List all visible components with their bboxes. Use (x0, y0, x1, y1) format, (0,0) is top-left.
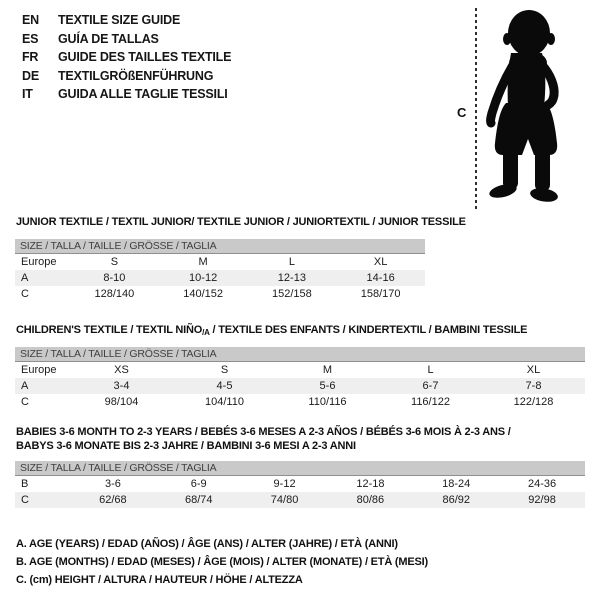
language-label: TEXTILGRÖßENFÜHRUNG (58, 68, 214, 83)
language-title-list: EN TEXTILE SIZE GUIDE ES GUÍA DE TALLAS … (22, 11, 231, 104)
table-cell: 98/104 (104, 396, 139, 408)
language-row: EN TEXTILE SIZE GUIDE (22, 11, 231, 30)
table-cell: 74/80 (270, 494, 299, 506)
section-title-junior: JUNIOR TEXTILE / TEXTIL JUNIOR/ TEXTILE … (16, 216, 466, 228)
table-cell: 7-8 (525, 380, 542, 392)
table-row: A 8-10 10-12 12-13 14-16 (15, 270, 425, 286)
table-cell: 6-9 (190, 478, 207, 490)
table-cell: 24-36 (527, 478, 557, 490)
legend-line-c: C. (cm) HEIGHT / ALTURA / HAUTEUR / HÖHE… (16, 574, 303, 586)
table-cell: 86/92 (442, 494, 470, 506)
table-cell: 4-5 (216, 380, 233, 392)
table-cell: 3-6 (104, 478, 121, 490)
table-row: Europe XS S M L XL (15, 362, 585, 378)
table-cell: 14-16 (366, 272, 395, 284)
table-cell: 5-6 (319, 380, 336, 392)
table-cell: 80/86 (356, 494, 385, 506)
table-cell: 140/152 (183, 288, 223, 300)
language-code: ES (22, 31, 39, 46)
language-label: TEXTILE SIZE GUIDE (58, 13, 181, 27)
junior-size-table: SIZE / TALLA / TAILLE / GRÖSSE / TAGLIA … (15, 239, 425, 302)
measurement-legend: A. AGE (YEARS) / EDAD (AÑOS) / ÂGE (ANS)… (16, 535, 428, 589)
table-cell: S (110, 256, 119, 268)
language-code: DE (22, 68, 39, 83)
table-cell: XL (526, 364, 541, 376)
table-cell: 116/122 (411, 396, 450, 408)
babies-size-table: SIZE / TALLA / TAILLE / GRÖSSE / TAGLIA … (15, 461, 585, 508)
table-cell: 12-18 (356, 478, 385, 490)
language-row: DE TEXTILGRÖßENFÜHRUNG (22, 67, 231, 86)
row-label: A (21, 272, 29, 284)
language-row: ES GUÍA DE TALLAS (22, 30, 231, 49)
language-code: EN (22, 13, 39, 27)
table-row: A 3-4 4-5 5-6 6-7 7-8 (15, 378, 585, 394)
row-label: A (21, 380, 29, 392)
table-cell: 92/98 (528, 494, 556, 506)
table-cell: 152/158 (271, 288, 312, 300)
table-header-bar: SIZE / TALLA / TAILLE / GRÖSSE / TAGLIA (15, 347, 585, 362)
section-title-text: CHILDREN'S TEXTILE / TEXTIL NIÑO (16, 324, 203, 336)
table-cell: 18-24 (442, 478, 471, 490)
height-measure-label: C (457, 105, 467, 120)
language-row: FR GUIDE DES TAILLES TEXTILE (22, 48, 231, 67)
children-size-table: SIZE / TALLA / TAILLE / GRÖSSE / TAGLIA … (15, 347, 585, 410)
table-row: C 62/68 68/74 74/80 80/86 86/92 92/98 (15, 492, 585, 508)
table-cell: L (288, 256, 295, 268)
table-header-bar: SIZE / TALLA / TAILLE / GRÖSSE / TAGLIA (15, 461, 585, 476)
legend-line-a: A. AGE (YEARS) / EDAD (AÑOS) / ÂGE (ANS)… (16, 538, 398, 550)
language-label: GUIDE DES TAILLES TEXTILE (58, 50, 232, 64)
table-cell: 110/116 (308, 396, 347, 408)
table-cell: 9-12 (273, 478, 296, 490)
table-cell: 68/74 (184, 494, 213, 506)
table-cell: M (198, 256, 208, 268)
row-label: Europe (21, 256, 57, 268)
section-title-babies: BABIES 3-6 MONTH TO 2-3 YEARS / BEBÉS 3-… (16, 426, 511, 452)
row-label: C (21, 288, 29, 300)
table-cell: 104/110 (205, 396, 244, 408)
section-title-children: CHILDREN'S TEXTILE / TEXTIL NIÑO/A / TEX… (16, 323, 528, 340)
section-title-subscript: /A (202, 328, 210, 337)
table-cell: 8-10 (103, 272, 126, 284)
table-cell: 10-12 (189, 272, 218, 284)
language-code: FR (22, 50, 39, 64)
language-label: GUÍA DE TALLAS (58, 31, 159, 46)
table-row: B 3-6 6-9 9-12 12-18 18-24 24-36 (15, 476, 585, 492)
table-cell: 122/128 (513, 396, 554, 408)
table-cell: XL (373, 256, 388, 268)
row-label: C (21, 396, 29, 408)
table-cell: L (427, 364, 434, 376)
table-cell: 3-4 (113, 380, 130, 392)
language-row: IT GUIDA ALLE TAGLIE TESSILI (22, 85, 231, 104)
table-header-bar: SIZE / TALLA / TAILLE / GRÖSSE / TAGLIA (15, 239, 425, 254)
table-cell: 62/68 (99, 494, 127, 506)
language-label: GUIDA ALLE TAGLIE TESSILI (58, 87, 228, 101)
table-cell: 158/170 (360, 288, 401, 300)
legend-line-b: B. AGE (MONTHS) / EDAD (MESES) / ÂGE (MO… (16, 556, 428, 568)
row-label: Europe (21, 364, 57, 376)
row-label: B (21, 478, 29, 490)
language-code: IT (22, 87, 33, 101)
section-title-text: / TEXTILE DES ENFANTS / KINDERTEXTIL / B… (209, 324, 528, 336)
table-row: C 128/140 140/152 152/158 158/170 (15, 286, 425, 302)
table-cell: 6-7 (422, 380, 439, 392)
row-label: C (21, 494, 29, 506)
table-cell: 12-13 (277, 272, 306, 284)
table-cell: 128/140 (94, 288, 135, 300)
baby-silhouette (486, 10, 559, 202)
table-cell: M (322, 364, 333, 376)
table-cell: S (220, 364, 229, 376)
table-row: C 98/104 104/110 110/116 116/122 122/128 (15, 394, 585, 410)
table-cell: XS (114, 364, 129, 376)
table-row: Europe S M L XL (15, 254, 425, 270)
height-measure-dashed-line (475, 8, 477, 211)
